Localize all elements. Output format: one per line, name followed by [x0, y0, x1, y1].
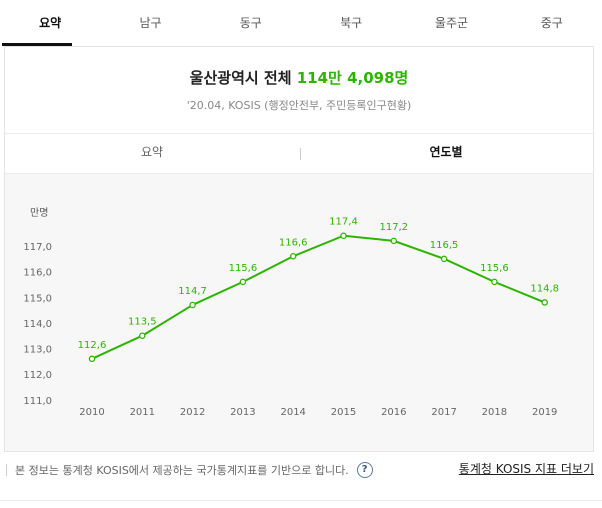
question-circle-icon[interactable]: ? — [356, 462, 373, 478]
tab-dong-gu[interactable]: 동구 — [239, 16, 262, 30]
subtab-yearly[interactable]: 연도별 — [429, 145, 463, 159]
data-point — [390, 237, 398, 245]
line-chart-svg: 111,0 112,0 113,0 114,0 115,0 116,0 117,0 2010 2… — [23, 217, 559, 418]
tab-jung-gu[interactable]: 중구 — [540, 16, 563, 30]
population-headline: 울산광역시 전체 114만 4,098명 — [5, 67, 593, 88]
x-tick-label: 2013 — [230, 407, 255, 418]
data-point — [491, 278, 498, 286]
data-point — [340, 232, 347, 239]
data-label: 116,5 — [430, 240, 459, 251]
x-tick-label: 2010 — [79, 407, 104, 418]
yearly-population-chart: 만명 111,0 112,0 113,0 114,0 115,0 116,0 117,0 20… — [5, 173, 593, 451]
footer-divider — [6, 464, 7, 476]
tab-ulju-gun[interactable]: 울주군 — [434, 16, 469, 30]
data-label: 116,6 — [279, 237, 308, 248]
population-card: 울산광역시 전체 114만 4,098명 '20.04, KOSIS (행정안전… — [4, 46, 594, 452]
y-tick-label: 116,0 — [23, 268, 52, 279]
data-point — [239, 278, 247, 286]
subtab-summary[interactable]: 요약 — [140, 145, 164, 159]
data-point — [88, 355, 96, 363]
data-label: 115,6 — [229, 263, 258, 274]
headline-title: 울산광역시 전체 — [189, 69, 292, 87]
headline-value: 114만 4,098명 — [296, 69, 409, 87]
population-line — [91, 234, 546, 360]
data-label: 117,2 — [379, 222, 408, 233]
tab-summary[interactable]: 요약 — [0, 0, 100, 46]
tab-nam-gu[interactable]: 남구 — [139, 16, 162, 30]
x-tick-label: 2016 — [381, 407, 406, 418]
data-point — [139, 332, 146, 339]
data-source: '20.04, KOSIS (행정안전부, 주민등록인구현황) — [186, 99, 412, 112]
subtab-divider — [300, 148, 301, 160]
data-point — [289, 253, 297, 260]
data-label: 113,5 — [128, 317, 157, 328]
data-label: 114,8 — [530, 283, 559, 294]
x-tick-label: 2012 — [180, 407, 205, 418]
x-tick-label: 2015 — [331, 407, 356, 418]
view-subtabs: 요약 연도별 — [5, 133, 593, 173]
bottom-divider — [0, 500, 602, 501]
data-label: 117,4 — [329, 217, 358, 228]
y-tick-label: 114,0 — [23, 319, 52, 330]
data-label: 115,6 — [480, 263, 509, 274]
x-tick-label: 2017 — [431, 407, 456, 418]
data-point — [440, 255, 448, 263]
y-axis-unit: 만명 — [30, 208, 49, 219]
y-tick-label: 117,0 — [23, 242, 52, 253]
data-point — [541, 299, 548, 306]
region-tabs: 요약 남구 동구 북구 울주군 중구 — [0, 0, 602, 46]
footer-note: 본 정보는 통계청 KOSIS에서 제공하는 국가통계지표를 기반으로 합니다.… — [0, 462, 373, 478]
data-label: 112,6 — [78, 340, 107, 351]
x-tick-label: 2014 — [280, 407, 305, 418]
tab-buk-gu[interactable]: 북구 — [340, 16, 363, 30]
y-tick-label: 112,0 — [23, 370, 52, 381]
data-label: 114,7 — [178, 286, 207, 297]
y-tick-label: 113,0 — [23, 345, 52, 356]
x-tick-label: 2018 — [482, 407, 507, 418]
footer-note-text: 본 정보는 통계청 KOSIS에서 제공하는 국가통계지표를 기반으로 합니다. — [15, 464, 349, 477]
y-tick-label: 111,0 — [23, 396, 52, 407]
data-point — [189, 301, 196, 309]
x-tick-label: 2019 — [532, 407, 557, 418]
x-tick-label: 2011 — [130, 407, 155, 418]
y-tick-label: 115,0 — [23, 293, 52, 304]
kosis-more-link[interactable]: 통계청 KOSIS 지표 더보기 — [458, 462, 594, 476]
